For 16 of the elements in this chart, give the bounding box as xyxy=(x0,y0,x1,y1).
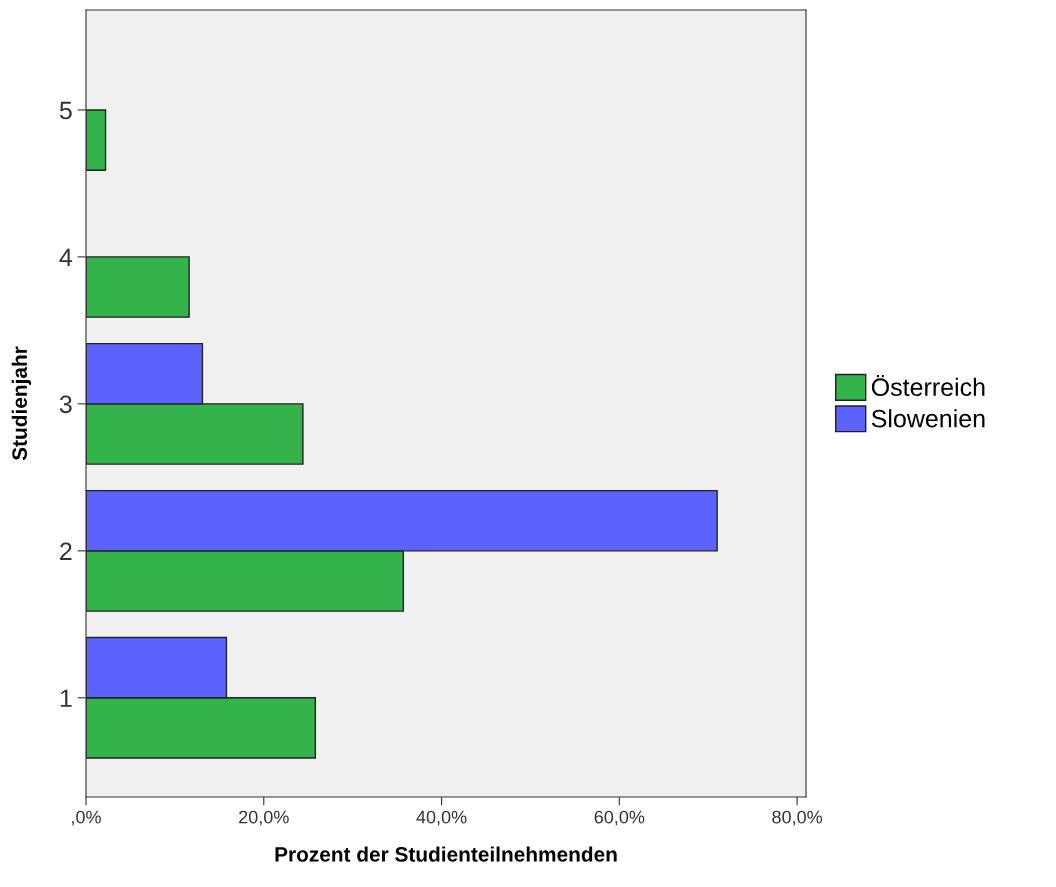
legend-label: Österreich xyxy=(871,374,985,397)
y-tick-label: 4 xyxy=(59,248,73,266)
y-axis-title: Studienjahr xyxy=(11,346,32,461)
y-tick-label: 5 xyxy=(59,101,72,120)
x-tick-label: ,0% xyxy=(72,810,101,826)
y-tick-label: 1 xyxy=(60,689,72,707)
x-tick-label: 80,0% xyxy=(772,810,823,826)
bar xyxy=(86,109,107,171)
y-tick-label: 2 xyxy=(60,542,72,560)
bar xyxy=(86,256,190,318)
x-tick-label: 40,0% xyxy=(416,810,467,826)
x-tick-label: 60,0% xyxy=(594,810,645,826)
legend-label: Slowenien xyxy=(871,409,985,428)
y-tick-label: 3 xyxy=(59,395,72,414)
x-tick-label: 20,0% xyxy=(239,810,289,826)
x-axis-title: Prozent der Studienteilnehmenden xyxy=(275,846,617,862)
